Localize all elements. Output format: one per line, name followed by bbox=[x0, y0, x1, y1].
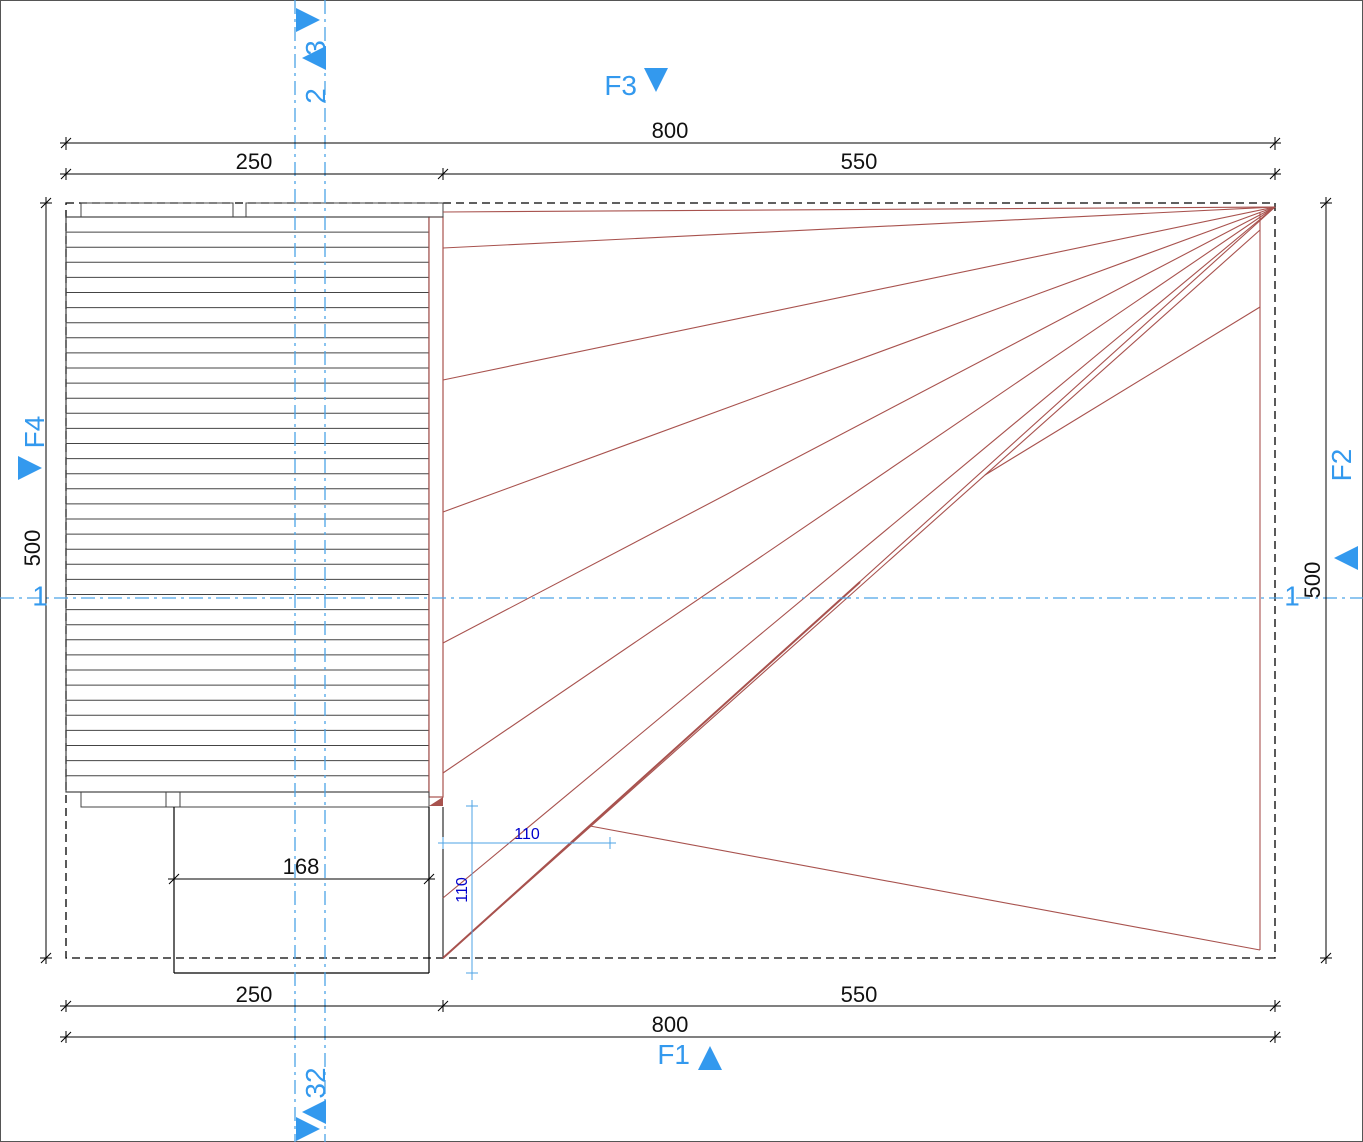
top-rail-left bbox=[80, 202, 234, 218]
deck bbox=[65, 202, 444, 808]
section-label-f1: F1 bbox=[657, 1039, 690, 1070]
step-block bbox=[173, 807, 444, 974]
section-arrow-right-icon bbox=[18, 456, 42, 480]
section-label-f4: F4 bbox=[19, 416, 50, 449]
section-label-f2: F2 bbox=[1326, 449, 1357, 482]
corner-marker bbox=[429, 797, 443, 806]
building-outline bbox=[65, 202, 1276, 959]
axis-arrow-top-2-icon bbox=[302, 46, 326, 70]
axis-arrow-bottom-icon bbox=[296, 1117, 320, 1141]
axis-label-1-right: 1 bbox=[1284, 580, 1300, 611]
dim-bottom-right: 550 bbox=[841, 982, 878, 1007]
dim-bottom-left: 250 bbox=[236, 982, 273, 1007]
axis-arrow-bottom-2-icon bbox=[302, 1100, 326, 1124]
section-marker-f4: F4 bbox=[18, 416, 50, 480]
dim-top-total: 800 bbox=[652, 118, 689, 143]
dim-top-right: 550 bbox=[841, 149, 878, 174]
dim-detail-vertical: 110 bbox=[454, 877, 471, 903]
deck-boards bbox=[66, 231, 429, 777]
section-marker-f1: F1 bbox=[657, 1039, 722, 1070]
detail-dimensions bbox=[438, 800, 616, 980]
dim-detail-horizontal: 110 bbox=[514, 826, 540, 843]
axis-arrow-top-icon bbox=[296, 8, 320, 32]
section-arrow-up-icon bbox=[698, 1046, 722, 1070]
dimension-lines bbox=[40, 137, 1332, 1043]
axis-label-2: 2 bbox=[300, 88, 331, 104]
dim-bottom-total: 800 bbox=[652, 1012, 689, 1037]
rafter-lines bbox=[442, 206, 1276, 959]
section-arrow-left-icon bbox=[1334, 546, 1358, 570]
dim-top-left: 250 bbox=[236, 149, 273, 174]
section-label-f3: F3 bbox=[604, 70, 637, 101]
dim-left-height: 500 bbox=[20, 530, 45, 567]
section-marker-f3: F3 bbox=[604, 68, 668, 101]
section-marker-f2: F2 bbox=[1326, 449, 1358, 570]
axis-label-32: 32 bbox=[300, 1067, 331, 1098]
axis-label-1-left: 1 bbox=[32, 580, 48, 611]
section-arrow-down-icon bbox=[644, 68, 668, 92]
top-rail-right bbox=[245, 202, 444, 218]
deck-frame bbox=[65, 216, 430, 793]
deck-beam bbox=[428, 216, 444, 798]
dim-right-height: 500 bbox=[1300, 562, 1325, 599]
bottom-post bbox=[165, 791, 181, 808]
dim-step-width: 168 bbox=[283, 854, 320, 879]
bottom-rail bbox=[80, 791, 430, 808]
